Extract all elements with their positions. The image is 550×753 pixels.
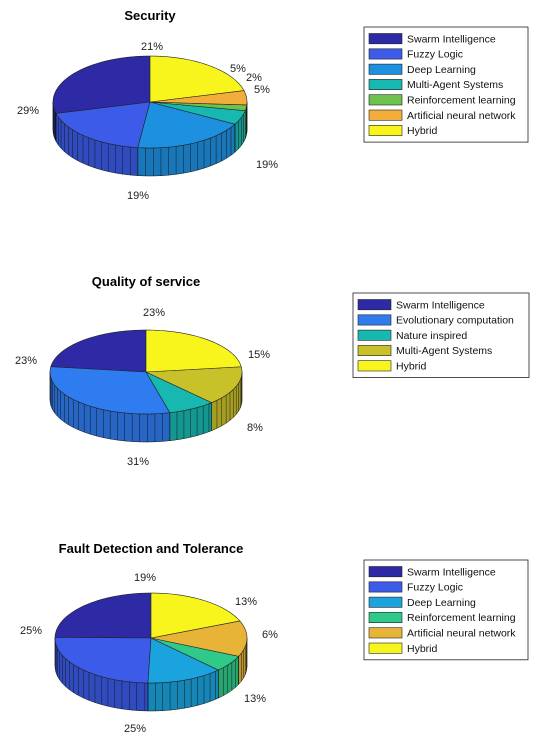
slice-percent-label: 19% <box>127 190 149 202</box>
slice-percent-label: 19% <box>134 572 156 584</box>
legend-swatch <box>368 94 403 106</box>
pie-slice-hybrid <box>149 55 245 103</box>
legend-swatch <box>368 33 403 45</box>
slice-percent-label: 8% <box>247 422 263 434</box>
slice-percent-label: 13% <box>235 596 257 608</box>
legend-item-fuzzy-logic: Fuzzy Logic <box>407 582 463 594</box>
pie-slice-multi-agent-systems <box>145 366 243 403</box>
pie-slice-evolutionary-computation <box>49 366 171 415</box>
slice-percent-label: 2% <box>246 72 262 84</box>
legend-swatch <box>368 566 403 578</box>
legend-swatch <box>368 63 403 75</box>
slice-percent-label: 5% <box>254 84 270 96</box>
pie-chart-security: Security 29% 19% 19% 5%2%5% 21% Swarm Intellig… <box>17 8 529 202</box>
slice-percent-label: 5% <box>230 63 246 75</box>
legend-item-hybrid: Hybrid <box>396 361 427 373</box>
slice-percent-label: 23% <box>15 355 37 367</box>
legend-item-swarm-intelligence: Swarm Intelligence <box>407 566 496 578</box>
legend-swatch <box>368 612 403 624</box>
slice-percent-label: 31% <box>127 456 149 468</box>
legend-swatch <box>368 109 403 121</box>
legend-item-artificial-neural-network: Artificial neural network <box>407 110 516 122</box>
slice-percent-label: 23% <box>143 307 165 319</box>
legend-item-hybrid: Hybrid <box>407 643 438 655</box>
legend-swatch <box>368 581 403 593</box>
pie-slice-nature-inspired <box>145 371 213 414</box>
legend-swatch <box>357 314 392 326</box>
legend-swatch <box>368 627 403 639</box>
pie-slice-deep-learning <box>137 101 236 149</box>
pie-slice-hybrid <box>145 329 242 373</box>
chart-legend: Swarm Intelligence Fuzzy Logic Deep Learni… <box>363 26 529 143</box>
slice-percent-label: 6% <box>262 629 278 641</box>
legend-item-multi-agent-systems: Multi-Agent Systems <box>396 345 492 357</box>
pie-percent-labels: 25% 25% 13% 6% 13% 19% <box>20 572 278 735</box>
legend-item-swarm-intelligence: Swarm Intelligence <box>396 299 485 311</box>
pie-slice-swarm-intelligence <box>54 592 152 639</box>
legend-item-multi-agent-systems: Multi-Agent Systems <box>407 79 503 91</box>
pie-slice-fuzzy-logic <box>54 636 152 684</box>
legend-swatch <box>368 596 403 608</box>
legend-item-fuzzy-logic: Fuzzy Logic <box>407 49 463 61</box>
pie-slice-swarm-intelligence <box>52 55 151 114</box>
pie-slice-deep-learning <box>147 637 220 684</box>
pie-top-faces <box>54 592 248 684</box>
chart-legend: Swarm Intelligence Evolutionary computati… <box>352 292 530 378</box>
pie-side-walls <box>49 371 243 443</box>
pie-slice-fuzzy-logic <box>55 101 151 148</box>
legend-swatch <box>368 48 403 60</box>
legend-item-reinforcement-learning: Reinforcement learning <box>407 612 516 624</box>
legend-item-hybrid: Hybrid <box>407 125 438 137</box>
pie-slice-multi-agent-systems <box>149 101 246 125</box>
slice-percent-label: 19% <box>256 159 278 171</box>
pie-chart-quality-of-service: Quality of service 23% 31% 8% 15% 23% Swarm In… <box>15 274 530 468</box>
legend-swatch <box>357 345 392 356</box>
legend-swatch <box>357 329 392 341</box>
pie-slice-artificial-neural-network <box>149 90 248 106</box>
pie-slice-swarm-intelligence <box>50 329 147 373</box>
legend-swatch <box>357 360 392 372</box>
pie-slice-hybrid <box>150 592 241 639</box>
legend-item-swarm-intelligence: Swarm Intelligence <box>407 33 496 45</box>
legend-swatch <box>368 125 403 136</box>
slice-percent-label: 13% <box>244 693 266 705</box>
legend-swatch <box>357 299 392 311</box>
slice-percent-label: 15% <box>248 349 270 361</box>
slice-percent-label: 25% <box>20 625 42 637</box>
chart-title: Fault Detection and Tolerance <box>59 541 244 556</box>
pie-side-walls <box>52 101 248 177</box>
legend-item-evolutionary-computation: Evolutionary computation <box>396 315 514 327</box>
legend-item-artificial-neural-network: Artificial neural network <box>407 628 516 640</box>
legend-swatch <box>368 642 403 654</box>
slice-percent-label: 21% <box>141 41 163 53</box>
pie-slice-reinforcement-learning <box>150 637 240 671</box>
slice-percent-label: 25% <box>124 723 146 735</box>
legend-item-reinforcement-learning: Reinforcement learning <box>407 95 516 107</box>
legend-swatch <box>368 79 403 91</box>
pie-percent-labels: 23% 31% 8% 15% 23% <box>15 307 270 468</box>
pie-percent-labels: 29% 19% 19% 5%2%5% 21% <box>17 41 278 202</box>
chart-title: Quality of service <box>92 274 200 289</box>
chart-title: Security <box>124 8 176 23</box>
pie-slice-artificial-neural-network <box>150 620 248 657</box>
legend-item-nature-inspired: Nature inspired <box>396 330 467 342</box>
pie-chart-fault-detection: Fault Detection and Tolerance 25% 25% 13% 6%… <box>20 541 529 735</box>
legend-item-deep-learning: Deep Learning <box>407 64 476 76</box>
chart-legend: Swarm Intelligence Fuzzy Logic Deep Learni… <box>363 559 529 661</box>
legend-item-deep-learning: Deep Learning <box>407 597 476 609</box>
pie-top-faces <box>52 55 248 149</box>
slice-percent-label: 29% <box>17 105 39 117</box>
pie-side-walls <box>54 637 248 712</box>
pie-top-faces <box>49 329 243 415</box>
